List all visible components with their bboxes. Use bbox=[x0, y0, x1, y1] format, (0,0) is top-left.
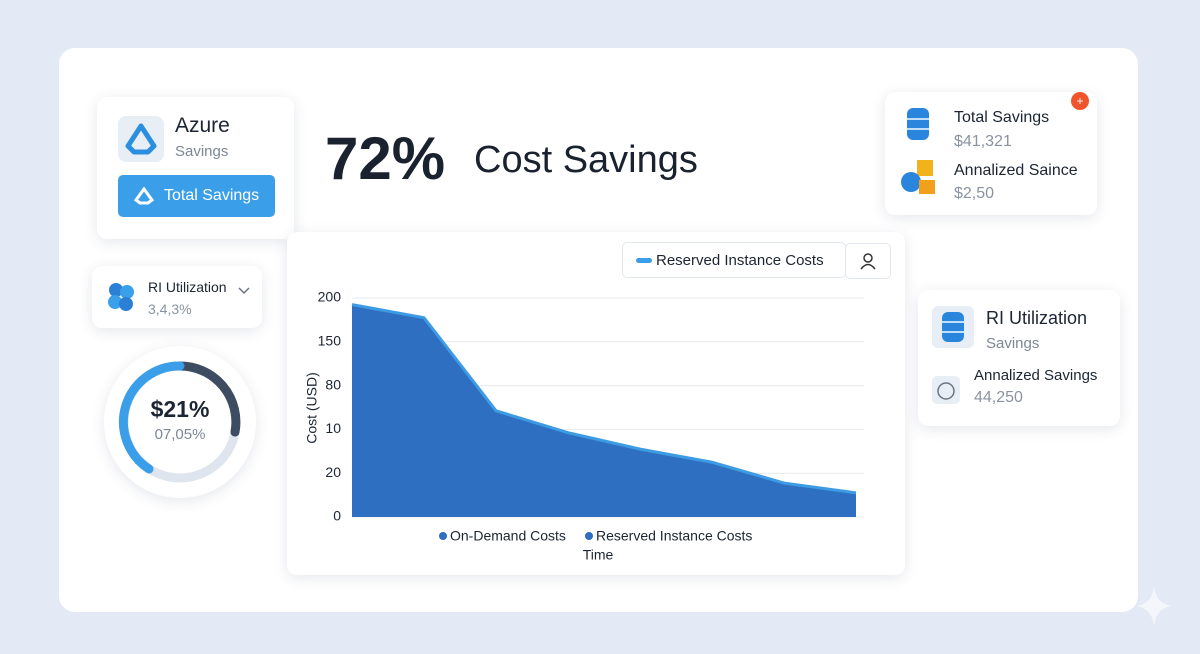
ri-title: RI Utilization bbox=[148, 279, 227, 295]
headline-value: 72% bbox=[325, 125, 446, 192]
item-value: $2,50 bbox=[954, 185, 995, 202]
legend-chip[interactable]: Reserved Instance Costs bbox=[622, 242, 891, 279]
ri-icon bbox=[108, 283, 134, 311]
azure-title: Azure bbox=[175, 114, 230, 137]
y-tick-label: 150 bbox=[318, 333, 342, 349]
headline-label: Cost Savings bbox=[474, 139, 698, 181]
user-button[interactable] bbox=[845, 243, 891, 279]
mid-title: RI Utilization bbox=[986, 308, 1088, 328]
y-tick-label: 20 bbox=[325, 464, 341, 480]
x-axis-label: Time bbox=[583, 547, 614, 563]
y-tick-label: 10 bbox=[325, 420, 341, 436]
ri-card: RI Utilization 3,4,3% bbox=[92, 266, 262, 328]
chip-label: Reserved Instance Costs bbox=[656, 252, 824, 269]
donut-ring bbox=[118, 361, 241, 483]
azure-card: Azure Savings Total Savings bbox=[97, 97, 294, 239]
top-right-card: + Total Savings $41,321 Annalized Saince… bbox=[885, 92, 1097, 215]
sparkle bbox=[1136, 586, 1172, 626]
item-title: Total Savings bbox=[954, 109, 1050, 126]
db-icon bbox=[932, 306, 974, 348]
azure-subtitle: Savings bbox=[175, 143, 229, 160]
y-tick-label: 80 bbox=[325, 376, 341, 392]
legend-label: Reserved Instance Costs bbox=[596, 528, 752, 544]
item-title: Annalized Saince bbox=[954, 162, 1078, 179]
ri-value: 3,4,3% bbox=[148, 301, 192, 317]
button-label: Total Savings bbox=[164, 187, 260, 204]
y-tick-label: 0 bbox=[333, 508, 341, 524]
mid-item-title: Annalized Savings bbox=[974, 367, 1098, 384]
total-savings-button[interactable]: Total Savings bbox=[118, 175, 275, 217]
donut-sub: 07,05% bbox=[154, 426, 206, 443]
timer-icon bbox=[932, 376, 960, 404]
mid-subtitle: Savings bbox=[986, 335, 1040, 352]
chevron[interactable] bbox=[238, 286, 250, 296]
legend-swatch bbox=[439, 532, 447, 540]
donut-widget: $21% 07,05% bbox=[104, 346, 256, 498]
donut-value: $21% bbox=[150, 396, 210, 422]
y-tick-label: 200 bbox=[318, 289, 342, 305]
mid-right-card: RI Utilization Savings Annalized Savings… bbox=[918, 290, 1120, 426]
button-icon bbox=[134, 187, 154, 205]
legend-swatch bbox=[585, 532, 593, 540]
user-icon bbox=[860, 253, 876, 270]
chip-swatch bbox=[636, 258, 652, 263]
area-fill bbox=[352, 304, 856, 517]
badge: + bbox=[1071, 92, 1089, 110]
db-icon bbox=[907, 108, 929, 140]
area-line bbox=[351, 303, 857, 495]
mid-item-value: 44,250 bbox=[974, 389, 1023, 406]
azure-icon bbox=[118, 116, 164, 162]
cube-icon bbox=[901, 160, 935, 194]
item-value: $41,321 bbox=[954, 133, 1012, 150]
y-axis-label: Cost (USD) bbox=[304, 372, 320, 444]
legend-label: On-Demand Costs bbox=[450, 528, 566, 544]
